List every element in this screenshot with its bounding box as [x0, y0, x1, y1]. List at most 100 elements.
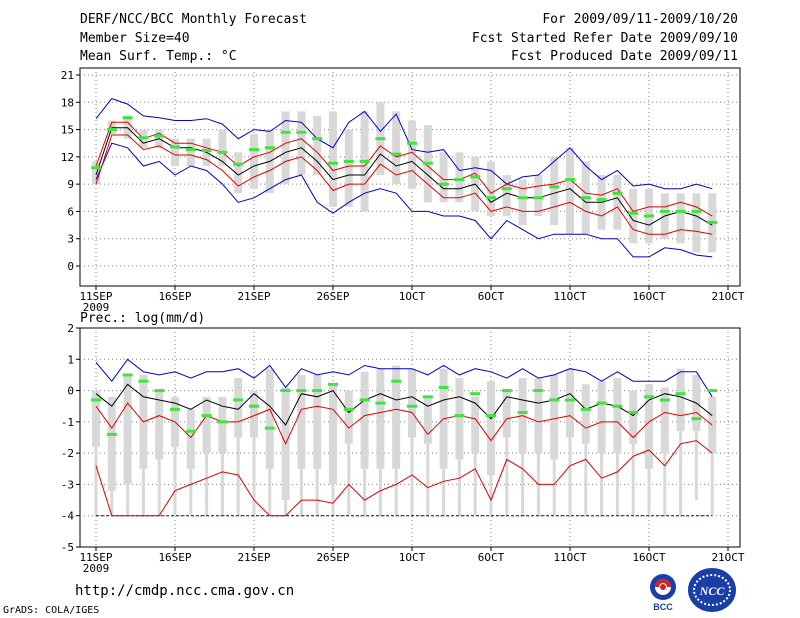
x-tick-label: 1OCT — [399, 290, 426, 303]
y-tick-label: 21 — [61, 69, 74, 82]
ensemble-box — [392, 111, 401, 185]
ensemble-box — [234, 152, 243, 194]
x-tick-label: 6OCT — [478, 290, 505, 303]
ensemble-box — [534, 175, 543, 216]
lower-std-line — [95, 440, 713, 517]
plot-frame — [79, 327, 741, 548]
ensemble-box — [566, 147, 574, 235]
min-line — [95, 142, 713, 258]
x-tick-label: 16SEP — [158, 551, 191, 564]
x-year-label: 2009 — [83, 562, 110, 575]
forecast-start-date: Fcst Started Refer Date 2009/09/10 — [471, 31, 738, 46]
ensemble-box — [281, 111, 290, 185]
ensemble-box — [329, 111, 337, 207]
y-tick-label: 0 — [67, 260, 74, 273]
ensemble-mean-line — [95, 127, 713, 226]
ensemble-box — [344, 390, 353, 444]
ensemble-box — [487, 381, 495, 476]
bcc-logo: BCC — [640, 568, 686, 614]
ensemble-box — [676, 193, 685, 244]
upper-std-line — [95, 402, 713, 446]
ensemble-box — [218, 396, 227, 454]
y-tick-label: -3 — [61, 478, 74, 491]
ensemble-box — [297, 111, 306, 176]
x-tick-label: 21OCT — [711, 551, 744, 564]
ensemble-box — [92, 390, 100, 447]
y-tick-label: -1 — [61, 416, 74, 429]
ensemble-box — [645, 384, 653, 469]
ensemble-box — [550, 156, 559, 226]
ncc-logo: NCC — [688, 568, 736, 612]
x-tick-label: 21SEP — [237, 290, 270, 303]
ensemble-box — [186, 138, 195, 166]
ensemble-box — [218, 129, 227, 166]
ensemble-box — [392, 365, 401, 469]
plot-frame — [79, 67, 741, 287]
ensemble-box — [297, 374, 306, 469]
y-tick-label: 3 — [67, 233, 74, 246]
x-tick-label: 11SEP — [79, 551, 112, 564]
y-tick-label: 2 — [67, 322, 74, 335]
x-year-label: 2009 — [83, 301, 110, 314]
mean-plus-std-line — [95, 121, 713, 217]
ensemble-box — [250, 134, 258, 189]
temperature-panel: 0 3 6 9 12 15 18 21 11SEP 16SEP 21SEP 26SEP 1OCT 6OCT… — [61, 67, 745, 314]
y-tick-label: 15 — [61, 124, 74, 137]
x-tick-label: 1OCT — [399, 551, 426, 564]
ensemble-box — [408, 120, 416, 189]
ensemble-box — [629, 188, 638, 244]
footer-url[interactable]: http://cmdp.ncc.cma.gov.cn — [75, 583, 295, 599]
max-line — [95, 358, 713, 398]
ensemble-box — [313, 374, 322, 469]
y-tick-label: -2 — [61, 447, 74, 460]
ensemble-box — [313, 115, 322, 176]
ensemble-box — [487, 161, 495, 216]
ensemble-box — [471, 396, 480, 454]
ensemble-box — [455, 152, 464, 203]
ensemble-box — [123, 115, 132, 139]
ensemble-box — [329, 384, 337, 485]
mean-minus-std-line — [95, 134, 713, 235]
chart-title: DERF/NCC/BCC Monthly Forecast — [80, 12, 307, 27]
ensemble-box — [408, 368, 416, 438]
ensemble-box — [123, 374, 132, 485]
x-tick-label: 6OCT — [478, 551, 505, 564]
ensemble-box — [502, 390, 511, 438]
x-tick-label: 16OCT — [632, 290, 665, 303]
forecast-produced-date: Fcst Produced Date 2009/09/11 — [511, 49, 738, 64]
precipitation-panel: -5 -4 -3 -2 -1 0 1 2 11SEP 16SEP 21SEP 26SEP 1OCT 6OC… — [61, 322, 745, 575]
ensemble-box — [597, 381, 606, 454]
ensemble-box — [439, 152, 448, 203]
x-tick-label: 21SEP — [237, 551, 270, 564]
ensemble-box — [360, 371, 369, 469]
x-tick-label: 26SEP — [316, 551, 349, 564]
ensemble-box — [155, 390, 164, 460]
ensemble-box — [534, 378, 543, 454]
x-tick-label: 21OCT — [711, 290, 744, 303]
ensemble-box — [376, 368, 385, 469]
ensemble-box — [566, 368, 574, 438]
bcc-logo-text: BCC — [653, 602, 673, 612]
member-size-label: Member Size=40 — [80, 31, 190, 46]
ensemble-box — [234, 378, 243, 438]
ensemble-box — [518, 179, 527, 226]
ensemble-box — [502, 175, 511, 216]
ensemble-box — [660, 387, 669, 454]
x-tick-label: 11OCT — [553, 551, 586, 564]
forecast-period: For 2009/09/11-2009/10/20 — [542, 12, 738, 27]
ensemble-mean-line — [95, 383, 713, 426]
y-tick-label: -4 — [61, 510, 75, 523]
max-line — [95, 98, 713, 190]
y-tick-label: 1 — [67, 353, 74, 366]
ensemble-box — [265, 368, 274, 469]
variable-label: Mean Surf. Temp.: °C — [80, 49, 237, 64]
ensemble-box — [423, 396, 432, 444]
y-tick-label: -5 — [61, 541, 74, 554]
y-tick-label: 9 — [67, 178, 74, 191]
x-tick-label: 16SEP — [158, 290, 191, 303]
ensemble-box — [455, 378, 464, 460]
x-tick-label: 16OCT — [632, 551, 665, 564]
y-tick-label: 12 — [61, 151, 74, 164]
ensemble-box — [629, 390, 638, 444]
